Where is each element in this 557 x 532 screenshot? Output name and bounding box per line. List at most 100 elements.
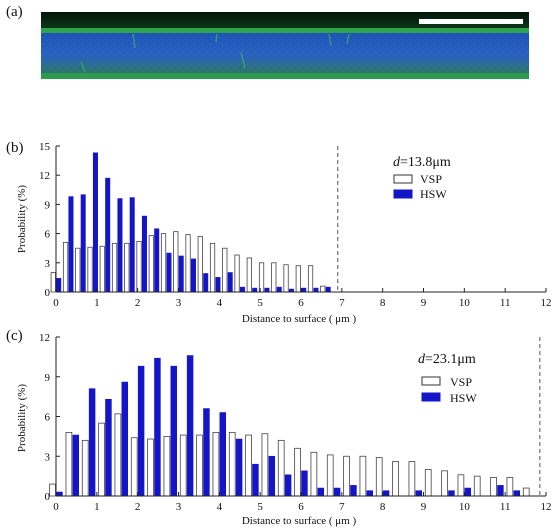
- cc-xtick-label: 6: [298, 501, 304, 513]
- legend-b-vsp-swatch: [393, 174, 413, 184]
- cb-hsw-bar: [105, 177, 111, 293]
- cb-hsw-bar: [264, 287, 270, 293]
- legend-b-vsp-label: VSP: [420, 172, 442, 186]
- cb-vsp-bar: [173, 231, 179, 293]
- cb-vsp-bar: [197, 236, 203, 293]
- cc-hsw-bar: [154, 357, 161, 497]
- cb-vsp-bar: [99, 245, 105, 293]
- cc-vsp-bar: [114, 413, 122, 497]
- cc-hsw-bar: [88, 388, 96, 497]
- cc-hsw-bar: [350, 485, 357, 497]
- cc-ytick-label: 9: [45, 372, 51, 384]
- cb-vsp-bar: [234, 254, 240, 293]
- cb-xtick-label: 9: [421, 297, 427, 309]
- cc-vsp-bar: [457, 474, 465, 497]
- cb-hsw-bar: [313, 287, 319, 293]
- cc-vsp-bar: [424, 469, 432, 497]
- cb-vsp-bar: [75, 247, 81, 293]
- cb-vsp-bar: [50, 272, 56, 293]
- cc-ytick-label: 0: [45, 491, 51, 503]
- chart-c-title: d=23.1μm: [418, 352, 476, 367]
- cb-hsw-bar: [166, 252, 172, 293]
- cc-xtick-label: 3: [176, 501, 182, 513]
- cb-hsw-bar: [56, 278, 62, 293]
- cb-ytick-label: 12: [39, 170, 50, 182]
- cc-hsw-bar: [497, 485, 504, 497]
- panel-label-c: (c): [6, 328, 23, 344]
- cb-vsp-bar: [222, 247, 228, 293]
- cb-xtick-label: 8: [380, 297, 386, 309]
- cb-ytick-label: 6: [45, 229, 51, 241]
- cb-xtick-label: 0: [53, 297, 59, 309]
- cc-hsw-bar: [235, 438, 243, 497]
- cb-hsw-bar: [227, 272, 233, 293]
- cb-xtick-label: 2: [135, 297, 141, 309]
- cc-vsp-bar: [65, 431, 73, 497]
- cc-ytick-label: 6: [45, 412, 51, 424]
- micro-bottom-edge: [41, 73, 529, 79]
- cb-hsw-bar: [252, 287, 258, 293]
- cb-hsw-bar: [325, 286, 331, 293]
- cc-hsw-bar: [513, 490, 521, 497]
- cc-hsw-bar: [72, 434, 80, 497]
- cb-xtick-label: 3: [176, 297, 182, 309]
- cb-vsp-bar: [209, 242, 216, 293]
- cc-vsp-bar: [49, 483, 56, 497]
- cc-hsw-bar: [333, 487, 341, 497]
- cb-hsw-bar: [203, 273, 209, 293]
- cb-xtick-label: 4: [217, 297, 223, 309]
- cc-hsw-bar: [219, 412, 227, 497]
- cc-vsp-bar: [392, 461, 399, 497]
- cc-hsw-bar: [268, 455, 276, 497]
- cc-vsp-bar: [343, 455, 350, 497]
- legend-c-hsw-label: HSW: [450, 391, 477, 405]
- legend-b-hsw-label: HSW: [420, 187, 447, 201]
- cc-vsp-bar: [98, 422, 105, 497]
- cb-hsw-bar: [129, 197, 135, 293]
- cc-vsp-bar: [375, 457, 383, 497]
- cc-hsw-bar: [415, 490, 423, 497]
- cc-hsw-bar: [170, 365, 178, 497]
- micro-top-region: [41, 12, 529, 30]
- cb-xtick-label: 6: [298, 297, 304, 309]
- cb-xtick-label: 10: [459, 297, 471, 309]
- cc-vsp-bar: [130, 437, 138, 497]
- chart-b-bars: [50, 152, 331, 293]
- cc-vsp-bar: [147, 438, 154, 497]
- cb-vsp-bar: [185, 234, 191, 293]
- cb-hsw-bar: [117, 198, 123, 293]
- cc-hsw-bar: [105, 398, 112, 497]
- cc-vsp-bar: [490, 477, 497, 497]
- cc-vsp-bar: [359, 455, 367, 497]
- cc-xtick-label: 9: [421, 501, 427, 513]
- cb-hsw-bar: [301, 287, 307, 293]
- legend-c-vsp-swatch: [421, 376, 441, 386]
- cb-vsp-bar: [136, 240, 142, 293]
- cb-vsp-bar: [258, 262, 265, 293]
- cb-xtick-label: 12: [541, 297, 552, 309]
- cb-ytick-label: 15: [39, 141, 51, 153]
- legend-c-vsp-label: VSP: [450, 375, 472, 389]
- cc-hsw-bar: [252, 463, 259, 497]
- cc-xtick-label: 5: [257, 501, 263, 513]
- cc-vsp-bar: [261, 433, 269, 497]
- cc-ytick-label: 3: [45, 451, 51, 463]
- cb-vsp-bar: [62, 241, 69, 293]
- cb-ytick-label: 0: [45, 287, 51, 299]
- cb-vsp-bar: [320, 285, 326, 293]
- cc-hsw-bar: [366, 490, 374, 497]
- micro-filaments: [80, 33, 350, 73]
- cc-xtick-label: 7: [339, 501, 345, 513]
- chart-c-ylabel: Probability (%): [16, 384, 28, 452]
- cb-vsp-bar: [283, 264, 289, 293]
- cc-hsw-bar: [317, 487, 325, 497]
- cb-xtick-label: 1: [94, 297, 100, 309]
- cb-ytick-label: 3: [45, 258, 51, 270]
- cc-ytick-label: 12: [39, 332, 50, 344]
- cc-vsp-bar: [522, 487, 530, 497]
- cb-hsw-bar: [80, 194, 86, 293]
- cc-hsw-bar: [203, 408, 210, 497]
- chart-c-bars: [49, 355, 530, 497]
- cc-hsw-bar: [137, 365, 145, 497]
- cc-xtick-label: 0: [53, 501, 59, 513]
